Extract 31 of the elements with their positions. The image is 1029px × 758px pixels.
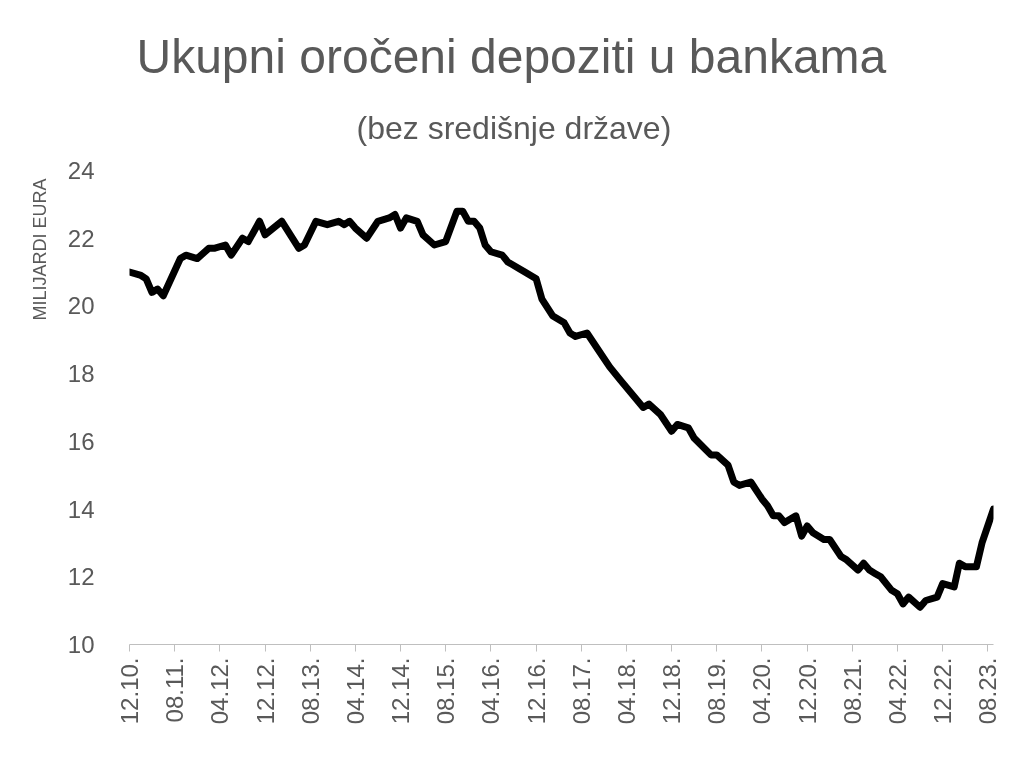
x-tick-label: 12.10.: [116, 657, 143, 725]
x-tick-label: 08.19.: [703, 657, 731, 725]
chart-subtitle: (bez središnje države): [356, 109, 672, 146]
x-tick-label: 12.14.: [387, 657, 415, 725]
y-tick-label: 14: [67, 495, 95, 523]
y-tick-label: 10: [67, 631, 95, 658]
x-tick-label: 12.20.: [793, 657, 821, 725]
y-tick-label: 18: [67, 360, 95, 388]
y-tick-label: 24: [67, 157, 95, 184]
x-tick-label: 04.12.: [206, 657, 234, 725]
x-tick-label: 04.14.: [341, 657, 369, 725]
x-tick-label: 04.16.: [477, 657, 505, 725]
x-tick-label: 08.21.: [838, 657, 866, 725]
y-tick-label: 16: [67, 427, 95, 455]
x-tick-label: 12.18.: [658, 657, 686, 725]
y-tick-label: 22: [67, 224, 95, 252]
x-tick-label: 04.20.: [748, 657, 776, 725]
x-tick-label: 04.22.: [883, 657, 911, 725]
x-tick-label: 08.17.: [567, 657, 595, 725]
x-tick-label: 08.13.: [296, 657, 324, 725]
chart-title: Ukupni oročeni depoziti u bankama: [136, 29, 887, 83]
x-tick-label: 04.18.: [612, 657, 640, 725]
y-tick-label: 20: [67, 292, 95, 320]
y-axis-title: MILIJARDI EURA: [29, 178, 50, 321]
x-tick-label: 08.23.: [974, 657, 1002, 725]
x-tick-label: 08.11.: [161, 657, 189, 723]
y-tick-label: 12: [67, 563, 95, 591]
x-tick-label: 08.15.: [432, 657, 460, 725]
x-tick-label: 12.12.: [251, 657, 279, 725]
x-tick-label: 12.16.: [522, 657, 550, 725]
x-tick-label: 12.22.: [929, 657, 957, 725]
